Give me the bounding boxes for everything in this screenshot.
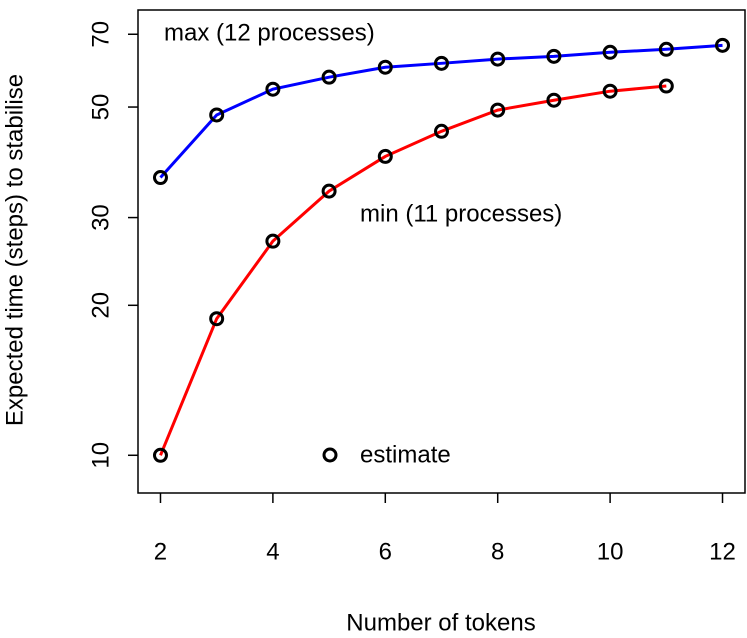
point [209, 311, 225, 327]
x-tick-label: 4 [266, 538, 279, 565]
x-tick-label: 12 [709, 538, 736, 565]
y-tick-label: 20 [87, 292, 114, 319]
point [321, 183, 337, 199]
y-tick-label: 10 [87, 442, 114, 469]
point [490, 102, 506, 118]
point [377, 59, 393, 75]
point [152, 447, 168, 463]
plot-frame [137, 9, 746, 494]
point [434, 123, 449, 139]
y-tick-label: 50 [87, 94, 114, 121]
point [152, 170, 168, 186]
x-tick-label: 10 [597, 538, 624, 565]
point [265, 233, 281, 249]
point [715, 37, 731, 53]
y-tick-label: 70 [87, 21, 114, 48]
x-tick-label: 6 [379, 538, 392, 565]
point [658, 78, 674, 94]
point [602, 83, 618, 99]
point [377, 148, 393, 164]
x-axis-label: Number of tokens [346, 609, 535, 636]
point [321, 69, 337, 85]
y-tick-label: 30 [87, 204, 114, 231]
legend-label: estimate [360, 441, 451, 468]
x-tick-label: 2 [154, 538, 167, 565]
x-tick-label: 8 [491, 538, 504, 565]
point [546, 92, 562, 108]
point [546, 48, 562, 64]
point [265, 81, 281, 97]
point [434, 55, 449, 71]
y-axis-label: Expected time (steps) to stabilise [1, 74, 28, 426]
series-label: min (11 processes) [360, 200, 562, 227]
point [490, 51, 506, 67]
point [602, 44, 618, 60]
point [658, 41, 674, 57]
series-line [159, 84, 667, 456]
series-line [159, 43, 723, 179]
series-label: max (12 processes) [164, 19, 375, 46]
legend-marker [322, 447, 338, 463]
point [209, 107, 225, 123]
